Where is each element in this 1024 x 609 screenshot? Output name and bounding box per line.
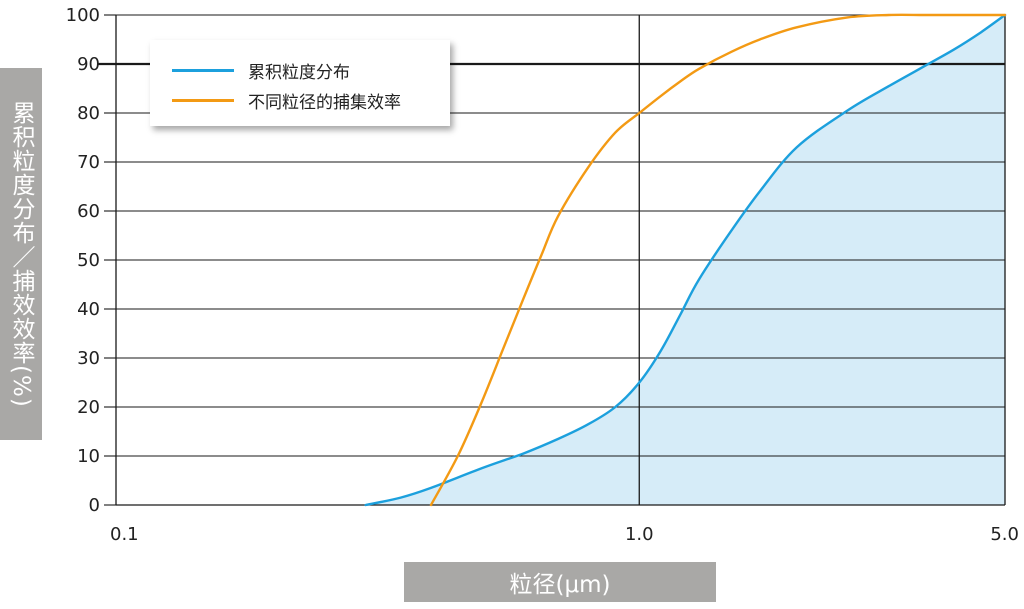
legend-label-efficiency: 不同粒径的捕集效率 [248, 93, 401, 113]
y-tick-labels: 0 10 20 30 40 50 60 70 80 90 100 [66, 5, 100, 516]
y-axis-label: 累积粒度分布／捕效效率(%) [8, 100, 34, 408]
legend-swatch-cumulative [172, 69, 234, 72]
y-axis-label-box: 累积粒度分布／捕效效率(%) [0, 68, 42, 440]
series-line-cumulative [364, 13, 1007, 507]
area-fill-cumulative [365, 15, 1005, 505]
series-line-efficiency [429, 13, 1007, 507]
grid-layer [98, 14, 1006, 506]
series-layer [364, 13, 1007, 507]
y-tick-label-70: 70 [77, 152, 100, 173]
x-tick-label-5.0: 5.0 [990, 524, 1019, 545]
y-tick-label-60: 60 [77, 201, 100, 222]
legend-swatch-efficiency [172, 99, 234, 102]
x-tick-label-1.0: 1.0 [625, 524, 654, 545]
area-layer [365, 15, 1005, 505]
legend-label-cumulative: 累积粒度分布 [248, 63, 350, 83]
x-tick-labels: 0.1 1.0 5.0 [110, 524, 1019, 545]
y-tick-label-20: 20 [77, 397, 100, 418]
x-tick-label-0.1: 0.1 [110, 524, 139, 545]
y-tick-label-40: 40 [77, 299, 100, 320]
y-tick-label-10: 10 [77, 446, 100, 467]
legend-item-efficiency: 不同粒径的捕集效率 [172, 88, 401, 113]
y-tick-label-30: 30 [77, 348, 100, 369]
y-tick-label-100: 100 [66, 5, 100, 26]
y-tick-label-50: 50 [77, 250, 100, 271]
x-axis-label-box: 粒径(μm) [404, 562, 716, 602]
legend: 累积粒度分布 不同粒径的捕集效率 [150, 40, 450, 126]
y-tick-label-0: 0 [89, 495, 100, 516]
legend-item-cumulative: 累积粒度分布 [172, 58, 350, 83]
x-axis-label: 粒径(μm) [509, 572, 611, 598]
y-tick-label-90: 90 [77, 54, 100, 75]
y-tick-label-80: 80 [77, 103, 100, 124]
